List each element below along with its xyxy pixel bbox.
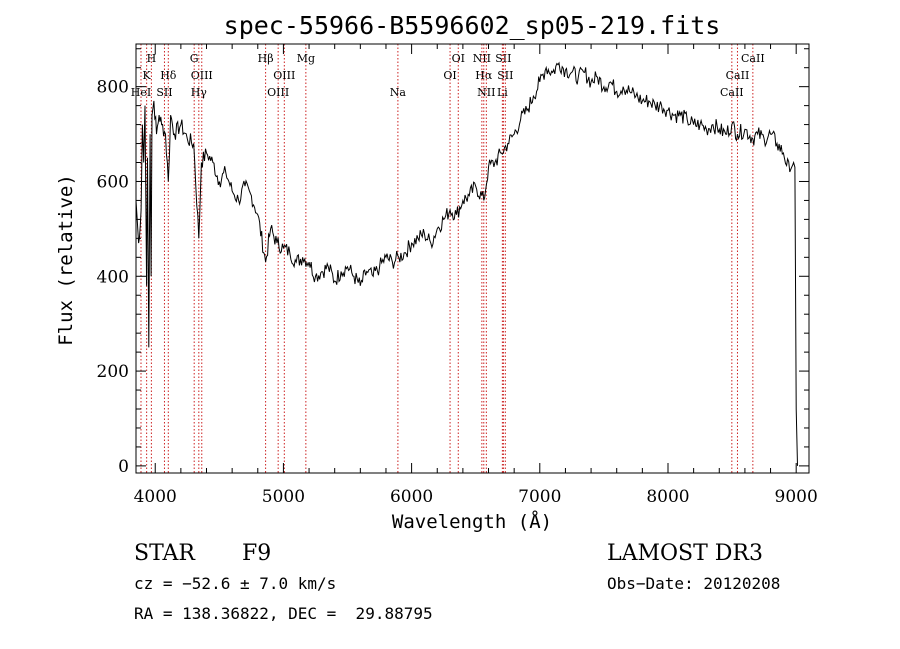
annotation-label-22: CaII [726, 69, 750, 82]
y-axis-label: Flux (relative) [55, 174, 77, 346]
coordinates: RA = 138.36822, DEC = 29.88795 [134, 604, 433, 623]
annotation-label-8: Hβ [258, 52, 274, 65]
annotation-label-0: H [147, 52, 157, 65]
redshift-velocity: cz = −52.6 ± 7.0 km/s [134, 574, 337, 593]
x-tick-label-9000: 9000 [775, 487, 818, 507]
annotation-label-2: Hδ [160, 69, 177, 82]
annotation-label-12: Na [390, 86, 407, 99]
object-class: STAR [134, 541, 195, 566]
annotation-label-21: CaII [741, 52, 765, 65]
annotation-label-20: Li [497, 86, 508, 99]
chart-title: spec-55966-B5596602_sp05-219.fits [224, 11, 721, 40]
x-tick-label-4000: 4000 [134, 487, 177, 507]
annotation-label-14: OI [443, 69, 456, 82]
y-tick-label-800: 800 [97, 78, 129, 98]
annotation-label-6: OIII [191, 69, 213, 82]
y-axis-ticks: 0 200 400 600 800 [97, 48, 809, 477]
annotation-label-7: Hγ [191, 86, 208, 99]
annotation-label-11: Mg [297, 52, 315, 65]
plot-frame [135, 43, 810, 474]
survey-name: LAMOST DR3 [607, 541, 763, 566]
annotation-label-23: CaII [720, 86, 744, 99]
annotation-label-3: HeI [131, 86, 151, 99]
x-tick-label-8000: 8000 [646, 487, 689, 507]
y-tick-label-600: 600 [97, 172, 129, 192]
annotation-label-13: OI [452, 52, 465, 65]
spectral-subclass: F9 [242, 541, 272, 566]
x-tick-label-6000: 6000 [390, 487, 433, 507]
annotation-label-17: Hα [475, 69, 493, 82]
x-tick-label-5000: 5000 [262, 487, 305, 507]
annotation-label-4: SII [156, 86, 172, 99]
x-axis-label: Wavelength (Å) [392, 510, 552, 533]
annotation-label-19: NII [477, 86, 495, 99]
observation-date: Obs−Date: 20120208 [607, 574, 781, 593]
annotation-label-5: G [190, 52, 199, 65]
y-tick-label-0: 0 [118, 457, 129, 477]
annotation-label-1: K [143, 69, 152, 82]
annotation-label-15: NII [473, 52, 491, 65]
annotation-label-9: OIII [273, 69, 295, 82]
annotation-label-18: SII [497, 69, 513, 82]
spectrum-series-line [135, 61, 798, 466]
x-axis-ticks: 4000 5000 6000 7000 8000 9000 [134, 44, 818, 507]
x-tick-label-7000: 7000 [518, 487, 561, 507]
y-tick-label-400: 400 [97, 267, 129, 287]
y-tick-label-200: 200 [97, 362, 129, 382]
annotation-label-16: SII [495, 52, 511, 65]
annotation-label-10: OIII [267, 86, 289, 99]
